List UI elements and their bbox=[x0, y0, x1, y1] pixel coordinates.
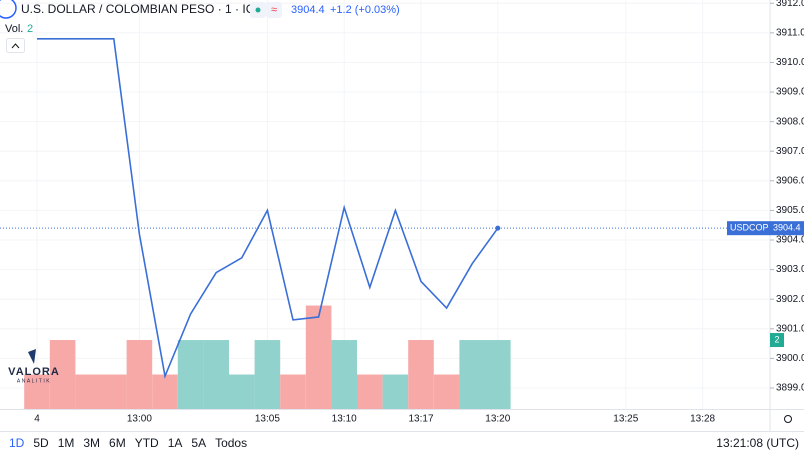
volume-bar bbox=[75, 374, 101, 409]
header: U.S. DOLLAR / COLOMBIAN PESO · 1 · ICE ≈… bbox=[0, 0, 400, 53]
range-button[interactable]: Todos bbox=[215, 436, 247, 450]
volume-bar bbox=[152, 374, 178, 409]
volume-title: Vol. bbox=[5, 23, 23, 35]
price-tag bbox=[727, 221, 804, 236]
y-tick-label: 3902.0 bbox=[776, 294, 804, 305]
price-line bbox=[37, 37, 499, 379]
volume-bar bbox=[177, 340, 204, 409]
clock: 13:21:08 (UTC) bbox=[716, 436, 799, 450]
x-tick-label: 13:25 bbox=[613, 414, 638, 425]
y-tick-label: 3903.0 bbox=[776, 264, 804, 275]
volume-bar bbox=[459, 340, 485, 409]
y-tick-label: 3900.0 bbox=[776, 353, 804, 364]
volume-bar bbox=[305, 305, 332, 409]
x-tick-label: 13:20 bbox=[485, 414, 510, 425]
price-tag-value: 3904.4 bbox=[773, 223, 801, 233]
volume-bar bbox=[229, 374, 255, 409]
status-dot bbox=[255, 7, 261, 13]
range-button[interactable]: 5A bbox=[191, 436, 206, 450]
price-change: +1.2 (+0.03%) bbox=[330, 4, 400, 16]
collapse-button[interactable] bbox=[6, 38, 25, 53]
y-tick-label: 3899.0 bbox=[776, 383, 804, 394]
y-tick-label: 3901.0 bbox=[776, 323, 804, 334]
logo: VALORA ANALITIK bbox=[8, 349, 60, 384]
feed-box bbox=[266, 2, 282, 18]
y-tick-label: 3906.0 bbox=[776, 175, 804, 186]
volume-bar bbox=[203, 340, 229, 409]
x-tick-label: 13:17 bbox=[408, 414, 433, 425]
range-button[interactable]: 1M bbox=[58, 436, 75, 450]
volume-last: 2 bbox=[27, 23, 33, 35]
feed-icon: ≈ bbox=[271, 4, 277, 16]
symbol-icon bbox=[0, 0, 17, 19]
last-price: 3904.4 bbox=[291, 4, 325, 16]
range-button[interactable]: 3M bbox=[83, 436, 100, 450]
volume-bar bbox=[433, 374, 460, 409]
y-tick-label: 3905.0 bbox=[776, 205, 804, 216]
logo-name: VALORA bbox=[8, 366, 60, 378]
logo-tagline: ANALITIK bbox=[17, 378, 51, 384]
x-tick-label: 13:05 bbox=[255, 414, 280, 425]
y-tick-label: 3904.0 bbox=[776, 235, 804, 246]
x-tick-label: 13:28 bbox=[690, 414, 715, 425]
x-tick-label: 13:10 bbox=[332, 414, 357, 425]
y-tick-label: 3912.0 bbox=[776, 0, 804, 9]
last-point bbox=[495, 225, 501, 231]
collapse-icon bbox=[11, 43, 20, 49]
y-tick-label: 3909.0 bbox=[776, 87, 804, 98]
range-button[interactable]: 6M bbox=[109, 436, 126, 450]
symbol-title: U.S. DOLLAR / COLOMBIAN PESO · 1 · ICE bbox=[21, 2, 262, 16]
y-tick-label: 3910.0 bbox=[776, 57, 804, 68]
x-tick-label: 13:00 bbox=[127, 414, 152, 425]
range-button[interactable]: YTD bbox=[135, 436, 159, 450]
volume-tag bbox=[770, 333, 784, 348]
y-tick-label: 3907.0 bbox=[776, 146, 804, 157]
volume-bar bbox=[126, 340, 153, 409]
y-tick-label: 3911.0 bbox=[776, 27, 804, 38]
volume-bar bbox=[24, 374, 50, 409]
settings-icon[interactable] bbox=[784, 415, 792, 423]
range-button[interactable]: 1D bbox=[9, 436, 25, 450]
volume-bar bbox=[101, 374, 127, 409]
volume-bar bbox=[382, 374, 409, 409]
volume-bar bbox=[254, 340, 281, 409]
volume-bar bbox=[49, 340, 76, 409]
y-tick-label: 3908.0 bbox=[776, 116, 804, 127]
volume-bar bbox=[408, 340, 434, 409]
toolbar: 13:21:08 (UTC) 1D 5D 1M 3M 6M YTD 1A 5A Todos bbox=[9, 415, 799, 450]
range-button[interactable]: 1A bbox=[168, 436, 183, 450]
logo-mark bbox=[28, 349, 36, 364]
volume-tag-value: 2 bbox=[774, 334, 779, 344]
volume-bar bbox=[280, 374, 306, 409]
volume-bar bbox=[357, 374, 383, 409]
x-tick-label: 4 bbox=[34, 414, 40, 425]
range-button[interactable]: 5D bbox=[33, 436, 49, 450]
volume-bar bbox=[331, 340, 357, 409]
plot bbox=[0, 0, 770, 409]
volume-bar bbox=[485, 340, 511, 409]
price-tag-name: USDCOP bbox=[730, 223, 769, 233]
